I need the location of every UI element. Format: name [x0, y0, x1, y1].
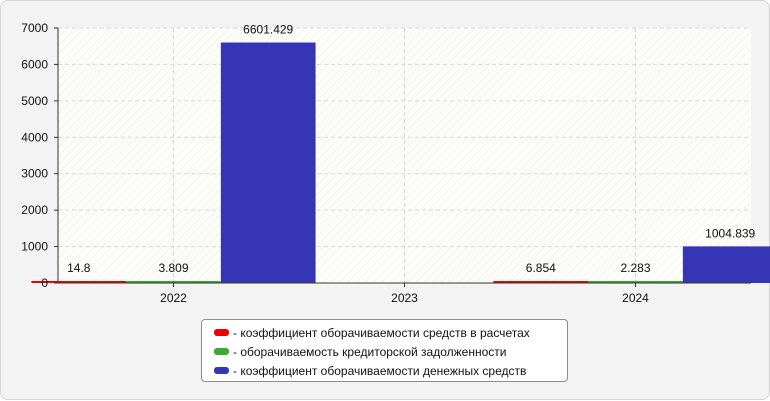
legend-swatch — [214, 329, 229, 336]
data-label: 6601.429 — [243, 23, 293, 37]
bars — [31, 42, 770, 283]
data-label: 1004.839 — [705, 226, 755, 240]
bar — [31, 281, 127, 283]
legend-label: - оборачиваемость кредиторской задолженн… — [233, 344, 507, 359]
x-tick-label: 2024 — [622, 291, 649, 305]
bar — [126, 281, 221, 283]
data-labels: 14.8 3.809 6601.429 6.854 2.283 1004.839 — [67, 23, 755, 275]
y-tick-label: 5000 — [21, 94, 48, 108]
y-tick-label: 3000 — [21, 167, 48, 181]
data-label: 6.854 — [526, 261, 556, 275]
x-tick-label: 2022 — [160, 291, 187, 305]
y-tick-label: 4000 — [21, 130, 48, 144]
legend-item: - коэффициент оборачиваемости средств в … — [214, 323, 567, 342]
legend-label: - коэффициент оборачиваемости средств в … — [233, 325, 530, 340]
y-tick-label: 6000 — [21, 57, 48, 71]
legend-swatch — [214, 367, 229, 374]
legend-item: - коэффициент оборачиваемости денежных с… — [214, 361, 567, 380]
legend-swatch — [214, 348, 229, 355]
data-label: 14.8 — [67, 261, 91, 275]
data-label: 2.283 — [620, 261, 650, 275]
axes: 0 1000 2000 3000 4000 5000 6000 7000 2022 2023 202… — [21, 21, 751, 305]
gridlines — [58, 27, 751, 283]
legend-item: - оборачиваемость кредиторской задолженн… — [214, 342, 567, 361]
y-tick-label: 2000 — [21, 203, 48, 217]
y-tick-label: 0 — [41, 276, 48, 290]
legend-label: - коэффициент оборачиваемости денежных с… — [233, 363, 527, 378]
bar — [588, 281, 683, 283]
y-tick-label: 1000 — [21, 240, 48, 254]
bar — [493, 281, 589, 283]
data-label: 3.809 — [158, 261, 188, 275]
x-tick-label: 2023 — [391, 291, 418, 305]
bar — [682, 246, 770, 283]
bar — [220, 42, 316, 283]
legend: - коэффициент оборачиваемости средств в … — [201, 319, 568, 382]
y-tick-label: 7000 — [21, 21, 48, 35]
